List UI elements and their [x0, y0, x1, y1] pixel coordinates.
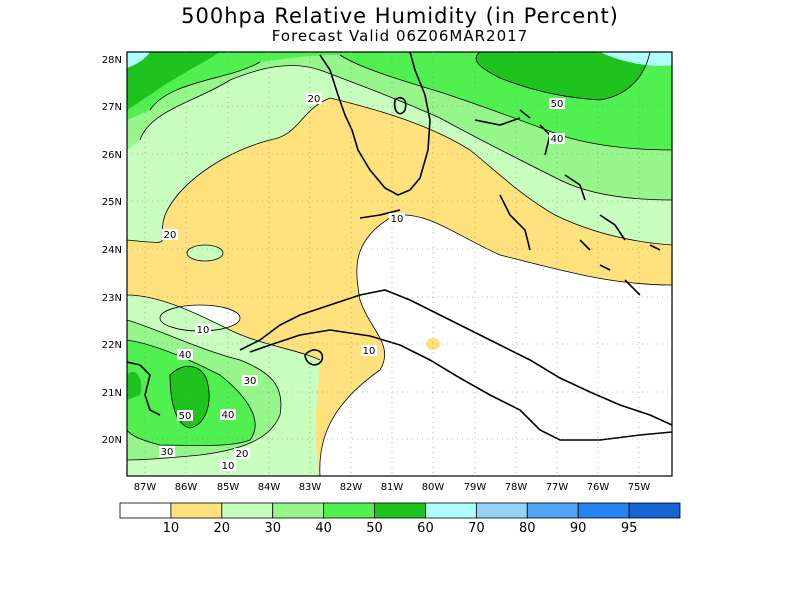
colorbar-swatch	[628, 502, 681, 519]
lon-label: 85W	[217, 482, 240, 493]
contour-label: 30	[244, 376, 257, 387]
colorbar-label: 20	[214, 521, 231, 536]
lon-label: 81W	[381, 482, 404, 493]
colorbar-label: 10	[163, 521, 180, 536]
lat-label: 26N	[102, 150, 122, 161]
colorbar-swatch	[374, 502, 426, 519]
lat-label: 28N	[102, 55, 122, 66]
colorbar-label: 40	[315, 521, 332, 536]
contour-label: 10	[197, 325, 210, 336]
map-title: 500hpa Relative Humidity (in Percent)	[181, 4, 619, 28]
contour-label: 20	[308, 94, 321, 105]
contour-label: 20	[164, 230, 177, 241]
colorbar-label: 60	[417, 521, 434, 536]
contour-label: 10	[391, 214, 404, 225]
contour-value-labels: 20 50 40 10 20 10 10 40 30 50 40 30 20 1…	[159, 93, 565, 472]
lon-label: 87W	[134, 482, 157, 493]
lat-label: 21N	[102, 388, 122, 399]
contour-label: 50	[551, 99, 564, 110]
lon-label: 78W	[505, 482, 528, 493]
longitude-labels: 87W 86W 85W 84W 83W 82W 81W 80W 79W 78W …	[134, 482, 651, 493]
colorbar-label: 80	[519, 521, 536, 536]
contour-label: 20	[236, 449, 249, 460]
colorbar-swatch	[577, 502, 630, 519]
colorbar-label: 30	[264, 521, 281, 536]
lat-label: 22N	[102, 340, 122, 351]
colorbar-swatch	[526, 502, 579, 519]
lon-label: 82W	[340, 482, 363, 493]
lon-label: 80W	[422, 482, 445, 493]
contour-label: 10	[363, 346, 376, 357]
contour-label: 40	[551, 134, 564, 145]
colorbar-label: 90	[570, 521, 587, 536]
contour-label: 50	[179, 411, 192, 422]
colorbar: 10 20 30 40 50 60 70 80 90 95	[119, 502, 681, 536]
colorbar-label: 50	[366, 521, 383, 536]
colorbar-swatch	[119, 502, 172, 519]
lat-label: 24N	[102, 245, 122, 256]
colorbar-swatch	[475, 502, 528, 519]
map-subtitle: Forecast Valid 06Z06MAR2017	[271, 27, 529, 45]
colorbar-label: 70	[468, 521, 485, 536]
lat-label: 25N	[102, 197, 122, 208]
contour-label: 40	[222, 410, 235, 421]
lon-label: 75W	[628, 482, 651, 493]
colorbar-swatch	[425, 502, 477, 519]
coastlines	[127, 52, 672, 441]
contour-label: 40	[179, 350, 192, 361]
lat-lon-grid	[127, 52, 672, 476]
lat-label: 20N	[102, 435, 122, 446]
lon-label: 79W	[464, 482, 487, 493]
lon-label: 86W	[175, 482, 198, 493]
lat-label: 27N	[102, 102, 122, 113]
lat-label: 23N	[102, 293, 122, 304]
lon-label: 84W	[258, 482, 281, 493]
humidity-fill-layer	[127, 52, 672, 476]
lon-label: 83W	[299, 482, 322, 493]
latitude-labels: 28N 27N 26N 25N 24N 23N 22N 21N 20N	[102, 55, 122, 446]
colorbar-swatch	[170, 502, 223, 519]
humidity-contours	[127, 52, 672, 476]
map-frame	[126, 51, 673, 477]
contour-label: 10	[222, 461, 235, 472]
lon-label: 76W	[587, 482, 610, 493]
colorbar-swatch	[221, 502, 274, 519]
contour-label: 30	[161, 447, 174, 458]
colorbar-swatch	[323, 502, 375, 519]
colorbar-label: 95	[621, 521, 638, 536]
colorbar-swatch	[272, 502, 325, 519]
lon-label: 77W	[546, 482, 569, 493]
